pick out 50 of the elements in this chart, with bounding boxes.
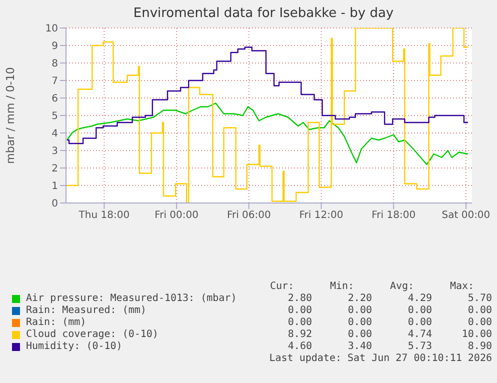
legend-label: Humidity: (0-10) [26,341,124,353]
line-series [66,102,469,166]
text: 0.00 [466,305,492,317]
y-tick-label: 3 [52,146,58,158]
text: 0.00 [346,317,372,329]
text: 0.00 [406,305,432,317]
text: 0.00 [286,317,312,329]
y-tick-label: 9 [52,41,58,52]
y-tick-label: 6 [52,94,58,105]
y-tick-label: 5 [52,111,58,122]
text: 10.00 [460,329,492,341]
text: 2.80 [286,293,312,305]
chart-title: Enviromental data for Isebakke - by day [132,6,395,21]
y-tick-label: 2 [52,164,58,175]
text: 0.00 [346,305,372,317]
text: 8.90 [466,341,492,353]
y-tick-label: 4 [52,128,58,140]
x-tick-label: Fri 00:00 [154,210,199,222]
text: 8.92 [286,329,312,341]
x-tick-label: Fri 12:00 [299,210,344,222]
x-tick-label: Thu 18:00 [78,210,130,222]
text: 5.73 [406,341,432,353]
legend-label: Air pressure: Measured-1013: (mbar) [26,293,238,305]
x-tick-label: Sat 00:00 [442,210,490,222]
text: 5.70 [466,293,492,305]
text: 4.29 [406,293,432,305]
text: 0.00 [286,305,312,317]
text: 4.60 [286,341,312,353]
text: Min: [328,281,356,293]
text: 0.00 [406,317,432,329]
text: 2.20 [346,293,372,305]
text: 4.74 [406,329,432,341]
legend-label: Rain: Measured: (mm) [26,305,148,317]
y-tick-label: 1 [52,181,58,192]
text: 0.00 [466,317,492,329]
legend-label: Cloud coverage: (0-10) [26,329,160,341]
y-tick-label: 7 [52,76,58,88]
legend-label: Rain: (mm) [26,317,88,329]
text: 0.00 [346,329,372,341]
text: Avg: [388,281,416,293]
x-tick-label: Fri 06:00 [226,210,271,222]
text: 3.40 [346,341,372,353]
text: Cur: [268,281,296,293]
x-tick-label: Fri 18:00 [372,210,416,222]
y-tick-label: 8 [52,58,58,70]
y-tick-label: 0 [52,198,58,210]
text: Max: [448,281,476,293]
y-axis-title: mbar / mm / 0-10 [4,67,17,164]
text: Last update: Sat Jun 27 00:10:11 2026 [268,353,492,365]
y-tick-label: 10 [45,24,58,35]
